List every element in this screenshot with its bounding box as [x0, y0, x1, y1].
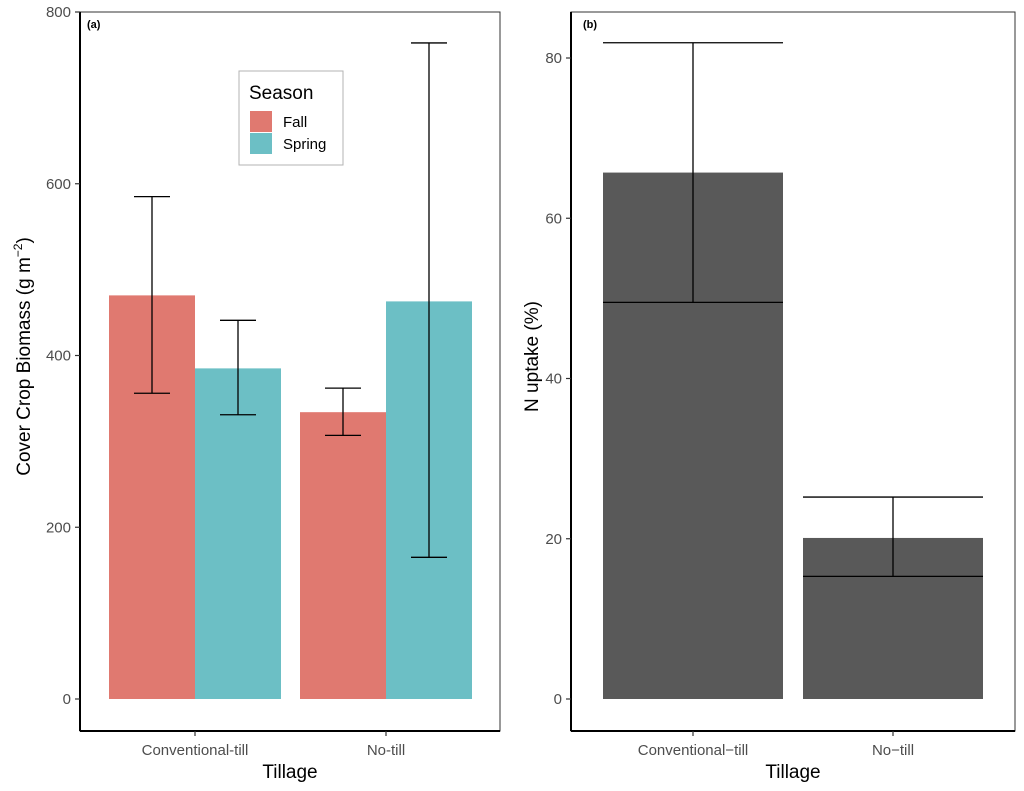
x-tick-label: No-till: [367, 742, 405, 759]
y-axis-title-suffix: ): [14, 237, 35, 243]
bar-fall: [300, 412, 386, 699]
panel-a: 0 200 400 600 800 Conventional-till No-till (a)…: [11, 4, 501, 783]
legend-label-spring: Spring: [283, 136, 326, 153]
y-axis-title-main: Cover Crop Biomass (g m: [14, 257, 35, 476]
x-tick-label: No−till: [872, 742, 914, 759]
y-tick-label: 0: [554, 691, 562, 708]
x-tick-label: Conventional-till: [142, 742, 249, 759]
y-tick-label: 60: [545, 210, 562, 227]
y-tick-label: 40: [545, 371, 562, 388]
x-axis-title: Tillage: [262, 762, 317, 783]
x-tick-label: Conventional−till: [638, 742, 749, 759]
y-tick-label: 800: [46, 4, 71, 21]
y-axis-title: Cover Crop Biomass (g m−2): [11, 237, 35, 476]
panel-b: 0 20 40 60 80 Conventional−till No−till (b) Till…: [522, 11, 1016, 783]
y-axis-title-superscript: −2: [11, 243, 25, 257]
y-tick-label: 200: [46, 519, 71, 536]
y-axis-title-main: N uptake (%): [522, 301, 543, 412]
y-tick-label: 20: [545, 531, 562, 548]
legend-swatch-spring: [250, 133, 272, 154]
bar-spring: [195, 368, 281, 699]
y-tick-label: 0: [63, 691, 71, 708]
legend: Season Fall Spring: [238, 70, 344, 166]
y-tick-label: 600: [46, 176, 71, 193]
y-tick-label: 80: [545, 50, 562, 67]
panel-tag: (b): [583, 19, 597, 31]
panel-tag: (a): [87, 19, 101, 31]
x-axis-title: Tillage: [765, 762, 820, 783]
legend-label-fall: Fall: [283, 114, 307, 131]
y-tick-label: 400: [46, 348, 71, 365]
y-axis-title: N uptake (%): [522, 301, 543, 412]
legend-title: Season: [249, 83, 313, 104]
legend-swatch-fall: [250, 111, 272, 132]
